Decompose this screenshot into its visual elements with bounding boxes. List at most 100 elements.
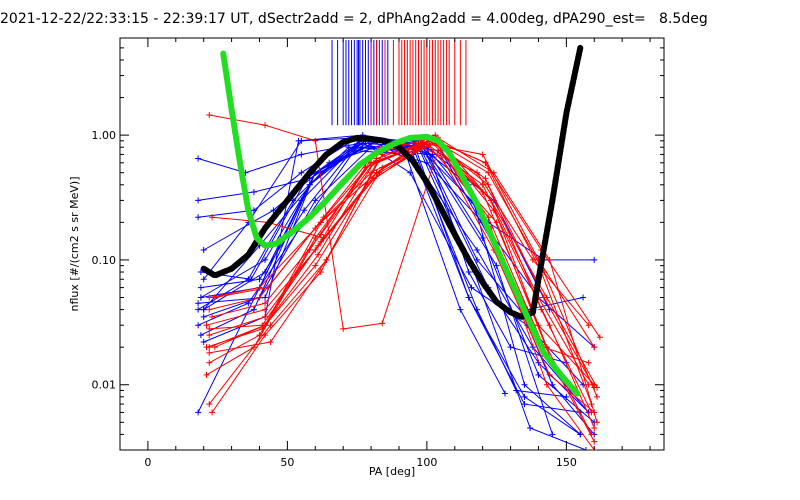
blue-data-point (250, 306, 257, 313)
blue-series-11 (195, 134, 570, 400)
blue-data-point (549, 431, 556, 438)
red-data-point (206, 332, 213, 339)
blue-data-point (195, 155, 202, 162)
red-data-point (317, 269, 324, 276)
red-data-point (267, 322, 274, 329)
blue-data-point (468, 284, 475, 291)
red-data-point (206, 349, 213, 356)
red-data-point (368, 159, 375, 166)
x-tick-label: 0 (144, 456, 151, 469)
blue-data-point (200, 306, 207, 313)
blue-data-point (298, 169, 305, 176)
red-data-point (203, 322, 210, 329)
red-data-point (423, 140, 430, 147)
blue-data-point (200, 247, 207, 254)
blue-data-point (270, 207, 277, 214)
blue-data-point (245, 300, 252, 307)
blue-data-point (262, 294, 269, 301)
blue-data-point (200, 339, 207, 346)
blue-data-point (250, 189, 257, 196)
red-data-point (317, 231, 324, 238)
red-data-point (585, 322, 592, 329)
red-data-point (591, 344, 598, 351)
red-data-point (315, 242, 322, 249)
blue-data-point (326, 159, 333, 166)
red-data-point (379, 164, 386, 171)
red-data-point (206, 325, 213, 332)
red-data-point (594, 419, 601, 426)
red-data-point (206, 111, 213, 118)
blue-data-point (195, 300, 202, 307)
red-series-34 (206, 140, 592, 388)
red-data-point (479, 151, 486, 158)
chart-title: 2021-12-22/22:33:15 - 22:39:17 UT, dSect… (0, 11, 708, 27)
red-series-line (206, 140, 601, 338)
red-data-point (594, 384, 601, 391)
red-data-point (585, 381, 592, 388)
red-data-point (262, 306, 269, 313)
blue-data-point (195, 306, 202, 313)
blue-data-point (474, 247, 481, 254)
red-data-point (203, 344, 210, 351)
plot-frame (119, 37, 665, 451)
red-data-point (312, 262, 319, 269)
blue-data-point (195, 214, 202, 221)
red-data-point (262, 300, 269, 307)
y-axis-label: nflux [#/(cm2 s sr MeV)] (68, 177, 81, 312)
blue-data-point (345, 144, 352, 151)
x-tick-label: 100 (416, 456, 437, 469)
blue-data-point (580, 294, 587, 301)
y-tick-label: 0.10 (92, 254, 117, 267)
blue-data-point (301, 207, 308, 214)
blue-data-point (521, 381, 528, 388)
red-data-point (493, 219, 500, 226)
red-data-point (379, 320, 386, 327)
red-data-point (262, 122, 269, 129)
blue-data-point (563, 393, 570, 400)
axes-layer: 0 50 100 150 0.01 0.10 1.00 (92, 37, 664, 469)
series-layer (195, 44, 603, 450)
blue-series-0 (195, 137, 584, 438)
red-data-point (206, 306, 213, 313)
blue-data-point (582, 447, 589, 450)
blue-data-point (535, 371, 542, 378)
x-tick-label: 150 (556, 456, 577, 469)
x-axis-label: PA [deg] (369, 465, 415, 478)
red-data-point (203, 371, 210, 378)
blue-data-point (262, 256, 269, 263)
blue-data-point (465, 269, 472, 276)
blue-data-point (521, 401, 528, 408)
red-series-line (209, 143, 590, 385)
blue-data-point (195, 197, 202, 204)
blue-data-point (298, 151, 305, 158)
red-data-point (267, 339, 274, 346)
red-data-point (368, 169, 375, 176)
blue-data-point (312, 197, 319, 204)
blue-data-point (298, 137, 305, 144)
blue-data-point (465, 294, 472, 301)
blue-data-point (200, 276, 207, 283)
blue-data-point (195, 322, 202, 329)
blue-series-16 (200, 134, 584, 416)
red-data-point (211, 344, 218, 351)
blue-data-point (493, 262, 500, 269)
red-data-point (206, 294, 213, 301)
red-data-point (209, 313, 216, 320)
red-data-point (256, 294, 263, 301)
red-data-point (482, 159, 489, 166)
blue-data-point (197, 332, 204, 339)
blue-data-point (549, 381, 556, 388)
x-tick-label: 50 (280, 456, 294, 469)
red-data-point (588, 409, 595, 416)
red-data-point (315, 251, 322, 258)
blue-series-7 (197, 137, 587, 388)
black-series-35 (200, 44, 584, 320)
blue-data-point (591, 256, 598, 263)
blue-data-point (501, 390, 508, 397)
blue-data-point (474, 256, 481, 263)
red-data-point (209, 409, 216, 416)
red-data-point (262, 313, 269, 320)
red-data-point (206, 401, 213, 408)
black-fit-line (200, 44, 584, 320)
